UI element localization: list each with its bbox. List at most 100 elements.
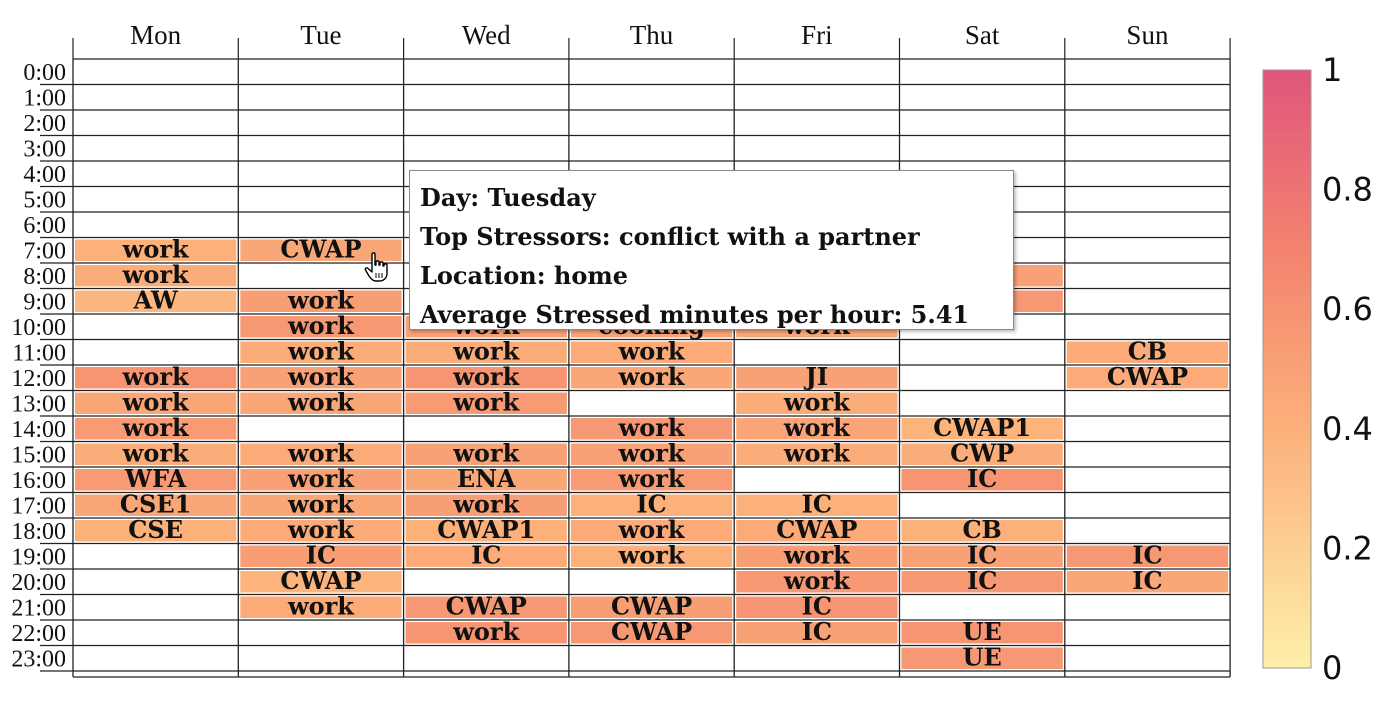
heatmap-cell[interactable]: [240, 316, 402, 338]
heatmap-cell[interactable]: [240, 494, 402, 517]
heatmap-cell[interactable]: [570, 469, 733, 491]
heatmap-cell[interactable]: [901, 520, 1063, 542]
heatmap-cell[interactable]: [405, 367, 567, 389]
heatmap-cell[interactable]: [240, 520, 402, 542]
heatmap-cell[interactable]: [240, 239, 402, 262]
cell-label: work: [287, 337, 355, 366]
heatmap-cell[interactable]: [240, 392, 402, 415]
heatmap-cell[interactable]: [901, 469, 1063, 491]
heatmap-cell[interactable]: [75, 367, 237, 389]
cell-label: work: [783, 388, 851, 417]
heatmap-cell[interactable]: [736, 520, 898, 542]
heatmap-cell[interactable]: [75, 265, 237, 287]
heatmap-cell[interactable]: [570, 443, 733, 466]
heatmap-cell[interactable]: [1066, 367, 1229, 389]
hour-label-21-00: 21:00: [11, 596, 66, 622]
hour-label-14-00: 14:00: [11, 417, 66, 443]
heatmap-cell[interactable]: [75, 392, 237, 415]
heatmap-cell[interactable]: [570, 622, 733, 644]
hour-label-16-00: 16:00: [11, 468, 66, 494]
heatmap-cell[interactable]: [240, 290, 402, 313]
heatmap-cell[interactable]: [736, 494, 898, 517]
heatmap-cell[interactable]: [570, 596, 733, 619]
heatmap-cell[interactable]: [901, 545, 1063, 568]
cell-label: work: [452, 388, 520, 417]
heatmap-cell[interactable]: [405, 469, 567, 491]
heatmap-cell[interactable]: [405, 392, 567, 415]
hour-label-10-00: 10:00: [11, 315, 66, 341]
heatmap-cell[interactable]: [736, 443, 898, 466]
heatmap-cell[interactable]: [570, 367, 733, 389]
cell-label: CWAP: [1107, 362, 1188, 391]
cell-label: work: [287, 311, 355, 340]
heatmap-cell[interactable]: [736, 392, 898, 415]
tooltip-stressors: Top Stressors: conflict with a partner: [420, 222, 920, 251]
heatmap-cell[interactable]: [736, 571, 898, 593]
cell-label: work: [287, 515, 355, 544]
heatmap-cell[interactable]: [1066, 545, 1229, 568]
heatmap-cell[interactable]: [75, 418, 237, 440]
cell-label: IC: [802, 592, 832, 621]
heatmap-cells: workworkAWworkworkworkworkWFACSE1CSECWAP…: [75, 235, 1229, 672]
cell-tooltip: Day: Tuesday Top Stressors: conflict wit…: [409, 170, 1014, 330]
heatmap-cell[interactable]: [736, 622, 898, 644]
heatmap-cell[interactable]: [240, 571, 402, 593]
heatmap-cell[interactable]: [75, 469, 237, 491]
hour-label-19-00: 19:00: [11, 545, 66, 571]
heatmap-cell[interactable]: [240, 341, 402, 364]
hour-label-13-00: 13:00: [11, 392, 66, 418]
heatmap-cell[interactable]: [736, 367, 898, 389]
hour-label-12-00: 12:00: [11, 366, 66, 392]
cell-label: IC: [802, 617, 832, 646]
cell-label: work: [122, 388, 190, 417]
legend-gradient-bar: [1262, 69, 1312, 669]
day-label-wed: Wed: [462, 20, 511, 50]
heatmap-cell[interactable]: [405, 443, 567, 466]
heatmap-cell[interactable]: [75, 520, 237, 542]
heatmap-cell[interactable]: [75, 290, 237, 313]
cell-label: work: [287, 439, 355, 468]
heatmap-cell[interactable]: [570, 520, 733, 542]
heatmap-cell[interactable]: [240, 596, 402, 619]
heatmap-cell[interactable]: [570, 418, 733, 440]
heatmap-cell[interactable]: [405, 596, 567, 619]
cell-label: IC: [802, 490, 832, 519]
heatmap-cell[interactable]: [405, 341, 567, 364]
heatmap-cell[interactable]: [1066, 571, 1229, 593]
heatmap-cell[interactable]: [570, 494, 733, 517]
cell-label: CSE: [128, 515, 183, 544]
cell-label: IC: [967, 464, 997, 493]
heatmap-cell[interactable]: [405, 520, 567, 542]
heatmap-cell[interactable]: [570, 545, 733, 568]
cell-label: work: [287, 464, 355, 493]
heatmap-cell[interactable]: [240, 367, 402, 389]
heatmap-cell[interactable]: [75, 494, 237, 517]
heatmap-cell[interactable]: [405, 622, 567, 644]
heatmap-cell[interactable]: [736, 418, 898, 440]
heatmap-cell[interactable]: [75, 443, 237, 466]
heatmap-cell[interactable]: [901, 571, 1063, 593]
heatmap-cell[interactable]: [901, 418, 1063, 440]
heatmap-cell[interactable]: [1066, 341, 1229, 364]
heatmap-cell[interactable]: [736, 596, 898, 619]
heatmap-cell[interactable]: [736, 545, 898, 568]
hour-label-22-00: 22:00: [11, 621, 66, 647]
cell-label: CWP: [950, 439, 1014, 468]
cell-label: UE: [963, 643, 1002, 672]
heatmap-cell[interactable]: [240, 545, 402, 568]
heatmap-cell[interactable]: [901, 647, 1063, 670]
heatmap-cell[interactable]: [405, 545, 567, 568]
heatmap-cell[interactable]: [570, 341, 733, 364]
heatmap-cell[interactable]: [240, 469, 402, 491]
heatmap-cell[interactable]: [75, 239, 237, 262]
cell-label: work: [122, 235, 190, 264]
heatmap-cell[interactable]: [240, 443, 402, 466]
cell-label: CWAP: [611, 592, 692, 621]
cell-label: JI: [804, 362, 829, 391]
hour-label-23-00: 23:00: [11, 647, 66, 673]
heatmap-cell[interactable]: [405, 494, 567, 517]
heatmap-cell[interactable]: [901, 622, 1063, 644]
heatmap-cell[interactable]: [901, 443, 1063, 466]
hour-label-7-00: 7:00: [23, 239, 66, 265]
